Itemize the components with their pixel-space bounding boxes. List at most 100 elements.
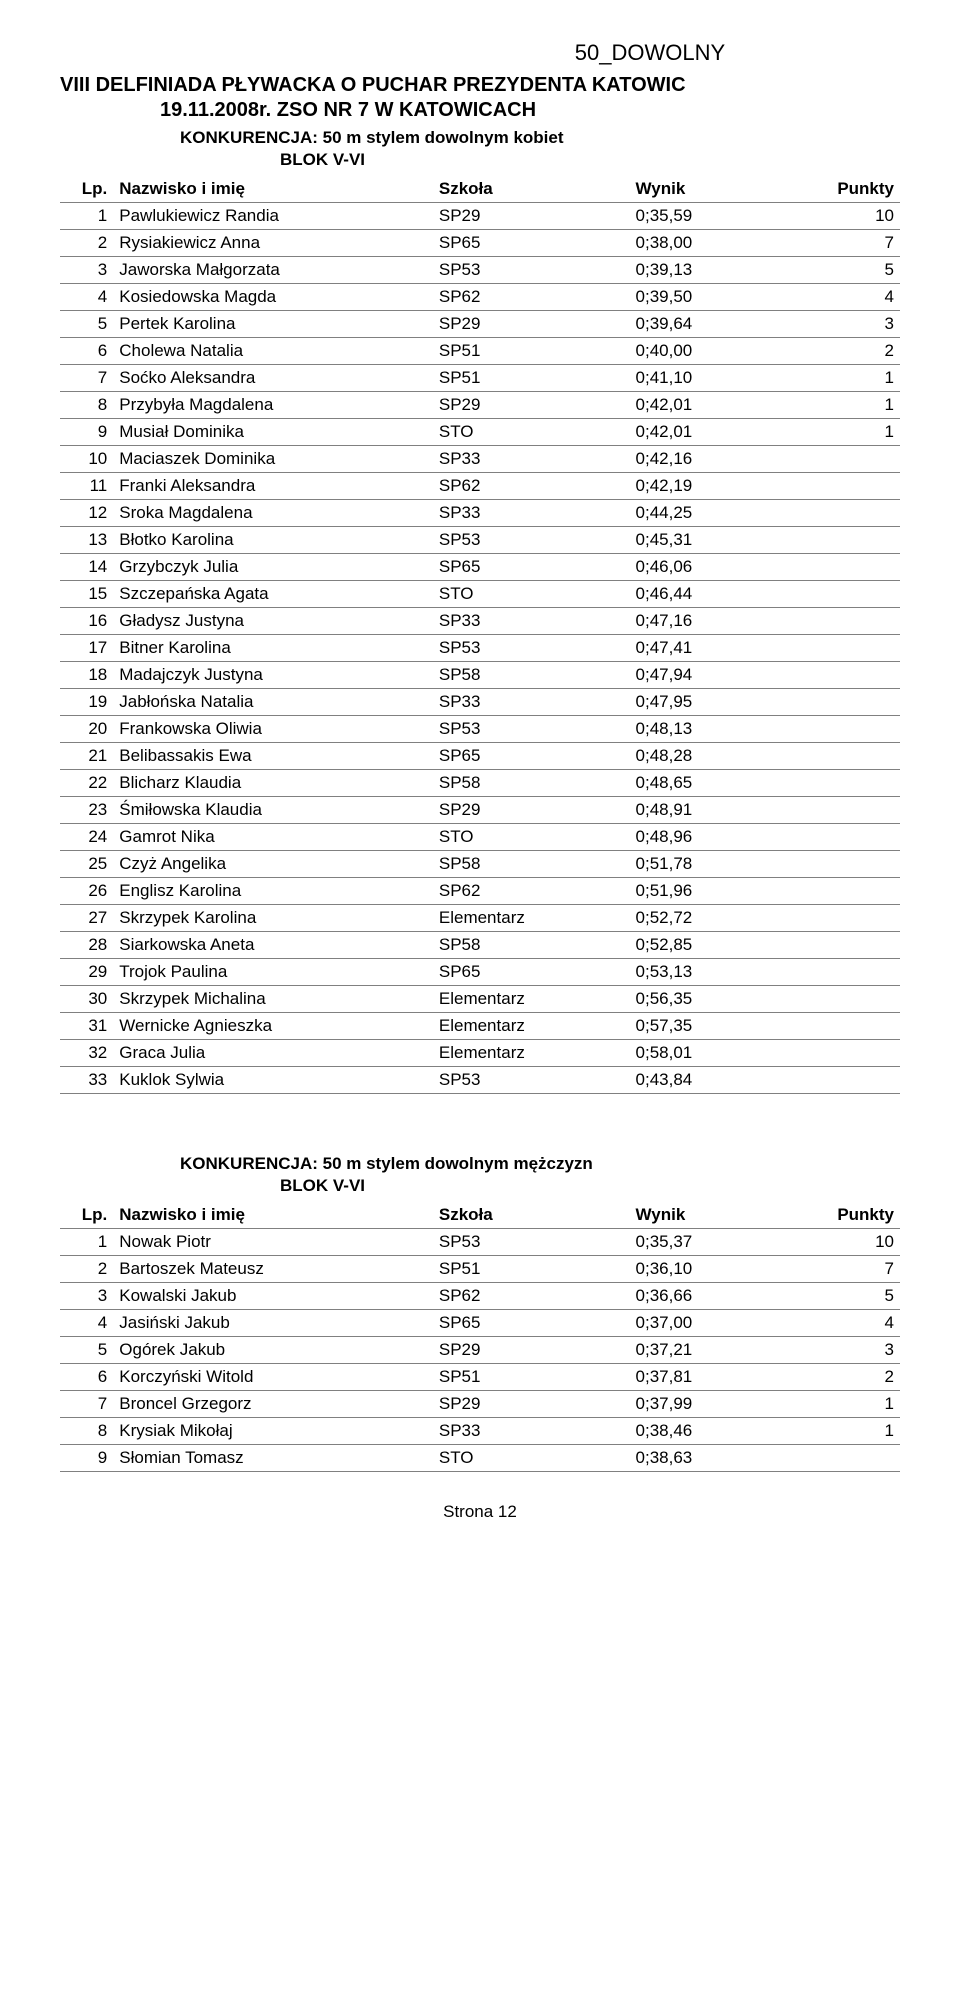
cell-punkty: 4: [765, 284, 900, 311]
cell-school: SP33: [433, 500, 630, 527]
cell-lp: 6: [60, 338, 113, 365]
table-row: 1Nowak PiotrSP530;35,3710: [60, 1229, 900, 1256]
cell-name: Englisz Karolina: [113, 878, 433, 905]
cell-lp: 17: [60, 635, 113, 662]
results-table-men: Lp. Nazwisko i imię Szkoła Wynik Punkty …: [60, 1202, 900, 1472]
cell-name: Jasiński Jakub: [113, 1310, 433, 1337]
cell-name: Musiał Dominika: [113, 419, 433, 446]
table-row: 9Musiał DominikaSTO0;42,011: [60, 419, 900, 446]
cell-wynik: 0;51,78: [630, 851, 765, 878]
cell-lp: 21: [60, 743, 113, 770]
cell-lp: 4: [60, 284, 113, 311]
col-header-school: Szkoła: [433, 1202, 630, 1229]
table-header-row: Lp. Nazwisko i imię Szkoła Wynik Punkty: [60, 1202, 900, 1229]
table-row: 7Soćko AleksandraSP510;41,101: [60, 365, 900, 392]
cell-punkty: [765, 905, 900, 932]
cell-lp: 1: [60, 203, 113, 230]
table-row: 19Jabłońska NataliaSP330;47,95: [60, 689, 900, 716]
cell-lp: 32: [60, 1040, 113, 1067]
cell-name: Maciaszek Dominika: [113, 446, 433, 473]
cell-lp: 22: [60, 770, 113, 797]
table-row: 3Jaworska MałgorzataSP530;39,135: [60, 257, 900, 284]
cell-name: Kowalski Jakub: [113, 1283, 433, 1310]
cell-punkty: [765, 473, 900, 500]
cell-lp: 12: [60, 500, 113, 527]
cell-school: SP53: [433, 635, 630, 662]
cell-lp: 8: [60, 1418, 113, 1445]
cell-wynik: 0;56,35: [630, 986, 765, 1013]
cell-school: SP29: [433, 392, 630, 419]
cell-name: Franki Aleksandra: [113, 473, 433, 500]
table-row: 2Rysiakiewicz AnnaSP650;38,007: [60, 230, 900, 257]
col-header-wynik: Wynik: [630, 176, 765, 203]
cell-lp: 2: [60, 230, 113, 257]
cell-school: SP62: [433, 1283, 630, 1310]
cell-school: SP65: [433, 230, 630, 257]
cell-name: Błotko Karolina: [113, 527, 433, 554]
cell-wynik: 0;46,44: [630, 581, 765, 608]
cell-name: Rysiakiewicz Anna: [113, 230, 433, 257]
cell-punkty: [765, 716, 900, 743]
cell-punkty: 1: [765, 1391, 900, 1418]
table-row: 11Franki AleksandraSP620;42,19: [60, 473, 900, 500]
cell-wynik: 0;58,01: [630, 1040, 765, 1067]
table-row: 17Bitner KarolinaSP530;47,41: [60, 635, 900, 662]
cell-name: Graca Julia: [113, 1040, 433, 1067]
cell-wynik: 0;48,13: [630, 716, 765, 743]
cell-wynik: 0;53,13: [630, 959, 765, 986]
cell-school: SP65: [433, 1310, 630, 1337]
cell-school: SP33: [433, 689, 630, 716]
cell-name: Szczepańska Agata: [113, 581, 433, 608]
cell-name: Frankowska Oliwia: [113, 716, 433, 743]
cell-punkty: 10: [765, 203, 900, 230]
cell-school: SP53: [433, 257, 630, 284]
table-row: 1Pawlukiewicz RandiaSP290;35,5910: [60, 203, 900, 230]
cell-school: SP33: [433, 1418, 630, 1445]
cell-wynik: 0;47,95: [630, 689, 765, 716]
cell-wynik: 0;48,65: [630, 770, 765, 797]
table-row: 5Pertek KarolinaSP290;39,643: [60, 311, 900, 338]
cell-lp: 3: [60, 1283, 113, 1310]
table-row: 13Błotko KarolinaSP530;45,31: [60, 527, 900, 554]
cell-name: Bartoszek Mateusz: [113, 1256, 433, 1283]
cell-lp: 2: [60, 1256, 113, 1283]
cell-punkty: 5: [765, 257, 900, 284]
cell-school: SP29: [433, 1391, 630, 1418]
cell-wynik: 0;48,91: [630, 797, 765, 824]
cell-lp: 28: [60, 932, 113, 959]
table-row: 28Siarkowska AnetaSP580;52,85: [60, 932, 900, 959]
cell-wynik: 0;47,94: [630, 662, 765, 689]
cell-school: SP51: [433, 338, 630, 365]
table-row: 23Śmiłowska KlaudiaSP290;48,91: [60, 797, 900, 824]
cell-wynik: 0;37,00: [630, 1310, 765, 1337]
cell-school: SP51: [433, 1364, 630, 1391]
cell-school: STO: [433, 824, 630, 851]
col-header-punkty: Punkty: [765, 1202, 900, 1229]
cell-punkty: 3: [765, 311, 900, 338]
cell-name: Siarkowska Aneta: [113, 932, 433, 959]
table-row: 2Bartoszek MateuszSP510;36,107: [60, 1256, 900, 1283]
cell-name: Broncel Grzegorz: [113, 1391, 433, 1418]
cell-punkty: 7: [765, 1256, 900, 1283]
cell-school: SP58: [433, 662, 630, 689]
cell-wynik: 0;38,46: [630, 1418, 765, 1445]
col-header-lp: Lp.: [60, 1202, 113, 1229]
cell-wynik: 0;35,37: [630, 1229, 765, 1256]
col-header-punkty: Punkty: [765, 176, 900, 203]
cell-wynik: 0;57,35: [630, 1013, 765, 1040]
cell-wynik: 0;41,10: [630, 365, 765, 392]
table-row: 6Cholewa NataliaSP510;40,002: [60, 338, 900, 365]
main-title-line2: 19.11.2008r. ZSO NR 7 W KATOWICACH: [160, 99, 900, 122]
cell-wynik: 0;39,13: [630, 257, 765, 284]
cell-wynik: 0;36,10: [630, 1256, 765, 1283]
cell-punkty: [765, 608, 900, 635]
cell-name: Blicharz Klaudia: [113, 770, 433, 797]
cell-name: Ogórek Jakub: [113, 1337, 433, 1364]
cell-name: Jabłońska Natalia: [113, 689, 433, 716]
col-header-wynik: Wynik: [630, 1202, 765, 1229]
section1-konkurencja: KONKURENCJA: 50 m stylem dowolnym kobiet: [180, 128, 900, 148]
cell-wynik: 0;37,21: [630, 1337, 765, 1364]
cell-wynik: 0;37,99: [630, 1391, 765, 1418]
cell-name: Pertek Karolina: [113, 311, 433, 338]
cell-name: Soćko Aleksandra: [113, 365, 433, 392]
